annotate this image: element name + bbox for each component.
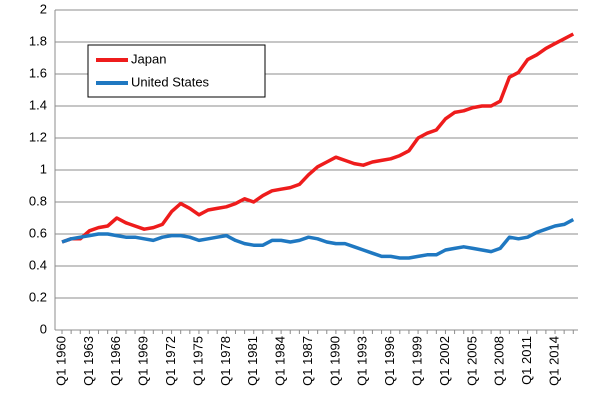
- y-tick-label: 2: [40, 1, 47, 16]
- legend: Japan United States: [87, 44, 266, 98]
- x-tick-label: Q1 2008: [492, 336, 507, 386]
- x-tick-label: Q1 1966: [108, 336, 123, 386]
- x-tick-label: Q1 1999: [410, 336, 425, 386]
- x-tick-label: Q1 1984: [273, 336, 288, 386]
- x-tick-label: Q1 1978: [218, 336, 233, 386]
- x-tick-label: Q1 1972: [163, 336, 178, 386]
- x-tick-label: Q1 1981: [245, 336, 260, 386]
- legend-label: United States: [131, 74, 210, 89]
- x-tick-label: Q1 1996: [382, 336, 397, 386]
- y-tick-label: 1: [40, 161, 47, 176]
- y-tick-label: 1.8: [29, 33, 47, 48]
- x-tick-label: Q1 2011: [519, 336, 534, 385]
- x-tick-label: Q1 1969: [136, 336, 151, 386]
- x-tick-label: Q1 2005: [464, 336, 479, 386]
- y-tick-label: 0.8: [29, 193, 47, 208]
- line-series: [61, 32, 575, 244]
- x-tick-label: Q1 1963: [81, 336, 96, 386]
- legend-label: Japan: [131, 51, 166, 66]
- x-tick-label: Q1 1975: [190, 336, 205, 386]
- x-tick-label: Q1 2014: [546, 336, 561, 386]
- y-tick-label: 1.6: [29, 65, 47, 80]
- x-tick-label: Q1 1960: [53, 336, 68, 386]
- y-tick-label: 0.6: [29, 225, 47, 240]
- legend-box: [87, 44, 266, 98]
- y-tick-label: 0.4: [29, 257, 47, 272]
- line-series: [61, 218, 575, 260]
- y-tick-label: 0.2: [29, 289, 47, 304]
- x-tick-label: Q1 1987: [300, 336, 315, 386]
- x-tick-label: Q1 2002: [437, 336, 452, 386]
- x-tick-label: Q1 1993: [355, 336, 370, 386]
- y-tick-label: 1.4: [29, 97, 47, 112]
- x-tick-label: Q1 1990: [327, 336, 342, 386]
- y-tick-label: 1.2: [29, 129, 47, 144]
- y-tick-label: 0: [40, 321, 47, 336]
